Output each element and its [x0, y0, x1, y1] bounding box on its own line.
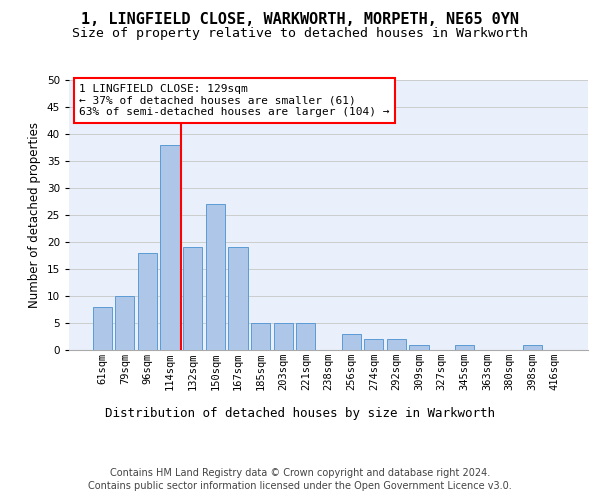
Bar	[409, 344, 428, 350]
Bar	[160, 145, 180, 350]
Text: Contains public sector information licensed under the Open Government Licence v3: Contains public sector information licen…	[88, 481, 512, 491]
Bar	[229, 248, 248, 350]
Text: 1 LINGFIELD CLOSE: 129sqm
← 37% of detached houses are smaller (61)
63% of semi-: 1 LINGFIELD CLOSE: 129sqm ← 37% of detac…	[79, 84, 390, 117]
Text: Contains HM Land Registry data © Crown copyright and database right 2024.: Contains HM Land Registry data © Crown c…	[110, 468, 490, 477]
Bar	[341, 334, 361, 350]
Bar	[523, 344, 542, 350]
Bar	[364, 339, 383, 350]
Bar	[206, 204, 225, 350]
Bar	[296, 323, 316, 350]
Bar	[115, 296, 134, 350]
Bar	[455, 344, 474, 350]
Bar	[274, 323, 293, 350]
Text: Distribution of detached houses by size in Warkworth: Distribution of detached houses by size …	[105, 408, 495, 420]
Bar	[251, 323, 270, 350]
Bar	[92, 307, 112, 350]
Y-axis label: Number of detached properties: Number of detached properties	[28, 122, 41, 308]
Text: Size of property relative to detached houses in Warkworth: Size of property relative to detached ho…	[72, 28, 528, 40]
Bar	[183, 248, 202, 350]
Bar	[138, 253, 157, 350]
Bar	[387, 339, 406, 350]
Text: 1, LINGFIELD CLOSE, WARKWORTH, MORPETH, NE65 0YN: 1, LINGFIELD CLOSE, WARKWORTH, MORPETH, …	[81, 12, 519, 28]
